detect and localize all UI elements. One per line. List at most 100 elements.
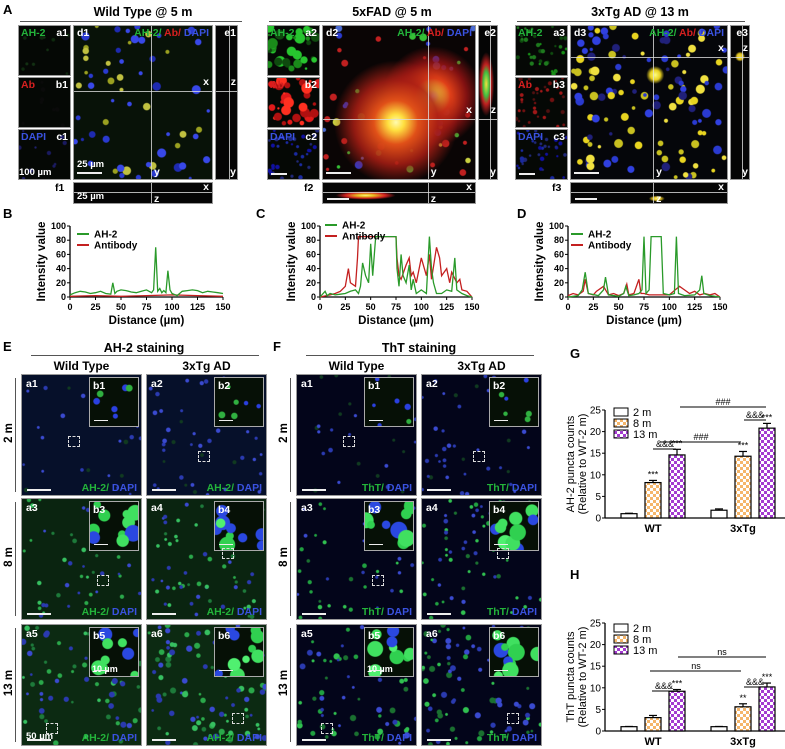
inset-scale-bar bbox=[94, 543, 108, 545]
subpanel-id: b2 bbox=[493, 380, 506, 392]
image-a2: a2 b2 AH-2/ DAPI bbox=[146, 374, 267, 496]
comparison-label: &&& bbox=[746, 410, 764, 420]
bar-3xtg-8m bbox=[734, 455, 752, 519]
legend-label: 2 m bbox=[633, 623, 651, 635]
crosshair-vertical bbox=[151, 183, 152, 203]
series-line-ah-2 bbox=[319, 235, 473, 298]
bar-wt-13m bbox=[668, 454, 686, 519]
x-tick-label: 150 bbox=[215, 302, 230, 312]
roi-dashed-box bbox=[67, 436, 80, 447]
legend-swatch bbox=[613, 634, 629, 644]
bar-3xtg-13m bbox=[758, 427, 776, 519]
column-header: 3xTg AD bbox=[182, 359, 231, 373]
row-bracket bbox=[290, 628, 291, 742]
x-tick-label: 125 bbox=[439, 302, 454, 312]
inset-scale-label: 10 µm bbox=[367, 664, 393, 674]
bar-wt-13m bbox=[668, 690, 686, 732]
subpanel-id: a4 bbox=[426, 502, 438, 514]
row-label: 8 m bbox=[3, 547, 15, 567]
orthogonal-yz-view-e3: e3 z y bbox=[730, 25, 750, 180]
zoom-inset-b1: b1 bbox=[364, 377, 414, 427]
subpanel-id: b1 bbox=[55, 79, 68, 91]
subpanel-id: b6 bbox=[493, 630, 506, 642]
x-tick-label: 25 bbox=[90, 302, 100, 312]
scale-bar bbox=[427, 613, 451, 615]
channel-image-dapi-c1: DAPI c1 100 µm bbox=[18, 129, 71, 180]
row-label: 8 m bbox=[278, 547, 290, 567]
image-a4: a4 b4 AH-2/ DAPI bbox=[146, 498, 267, 620]
inset-scale-bar bbox=[219, 419, 233, 421]
crosshair-vertical bbox=[427, 26, 429, 179]
inset-scale-bar bbox=[369, 419, 383, 421]
series-line-antibody bbox=[319, 235, 473, 298]
y-axis-label: Intensity value bbox=[534, 222, 546, 302]
zoom-inset-b5: b5 10 µm bbox=[364, 627, 414, 677]
subpanel-id: a2 bbox=[426, 378, 438, 390]
title-rule bbox=[31, 355, 259, 356]
y-axis-label: Intensity value bbox=[36, 222, 48, 302]
scale-bar bbox=[77, 172, 102, 174]
scale-bar bbox=[27, 489, 51, 491]
row-bracket bbox=[290, 378, 291, 492]
series-line-ah-2 bbox=[567, 235, 721, 298]
y-tick-label: 80 bbox=[306, 235, 316, 245]
row-label: 2 m bbox=[3, 423, 15, 443]
bar-3xtg-8m bbox=[734, 706, 752, 732]
stain-channel-label: ThT/ DAPI bbox=[361, 482, 412, 494]
subpanel-id: b4 bbox=[218, 504, 231, 516]
subpanel-id: b5 bbox=[93, 630, 106, 642]
subpanel-id: b4 bbox=[493, 504, 506, 516]
axis-label-z: z bbox=[430, 193, 436, 204]
column-header: Wild Type bbox=[53, 359, 110, 373]
axis-label-x: x bbox=[466, 104, 472, 116]
roi-dashed-box bbox=[372, 574, 385, 586]
axis-label-z: z bbox=[742, 42, 748, 54]
roi-dashed-box bbox=[222, 547, 235, 559]
y-tick-label: 60 bbox=[554, 249, 564, 259]
subpanel-id: a6 bbox=[426, 628, 438, 640]
image-a5: a5 b5 10 µm 50 µm AH-2/ DAPI bbox=[21, 624, 142, 746]
y-axis-label: Intensity value bbox=[286, 222, 298, 302]
row-label: 2 m bbox=[278, 423, 290, 443]
scale-bar bbox=[27, 613, 51, 615]
image-a3: a3 b3 AH-2/ DAPI bbox=[21, 498, 142, 620]
inset-scale-bar bbox=[494, 543, 508, 545]
comparison-label: ### bbox=[693, 432, 708, 442]
x-tick-label: 125 bbox=[190, 302, 205, 312]
bar-3xtg-13m bbox=[758, 686, 776, 732]
crosshair-horizontal bbox=[323, 119, 475, 120]
intensity-line-chart-d: 0 20 40 60 80 100 0 25 50 75 100 125 150 Distance (µm… bbox=[534, 221, 728, 327]
intensity-line-chart-c: 0 20 40 60 80 100 0 25 50 75 100 125 150 Distance (µm… bbox=[286, 221, 480, 328]
x-axis-label: Distance (µm) bbox=[606, 315, 682, 327]
crosshair-horizontal bbox=[571, 192, 727, 193]
subpanel-id: a2 bbox=[151, 378, 163, 390]
legend-label: 8 m bbox=[633, 418, 651, 430]
y-tick-label: 0 bbox=[595, 514, 601, 525]
column-header: Wild Type bbox=[328, 359, 385, 373]
category-label: WT bbox=[644, 523, 661, 535]
image-a3: a3 b3 ThT/ DAPI bbox=[296, 498, 417, 620]
roi-dashed-box bbox=[342, 436, 355, 447]
category-label: 3xTg bbox=[730, 736, 756, 748]
title-rule bbox=[306, 355, 534, 356]
inset-scale-bar bbox=[369, 669, 383, 671]
bar-3xtg-2m bbox=[710, 509, 728, 519]
stain-channel-label: ThT/ DAPI bbox=[486, 606, 537, 618]
subpanel-id: a6 bbox=[151, 628, 163, 640]
subpanel-id: e3 bbox=[736, 27, 748, 39]
roi-dashed-box bbox=[321, 722, 334, 734]
y-tick-label: 0 bbox=[61, 292, 66, 302]
subpanel-id: c1 bbox=[56, 131, 68, 143]
bar-3xtg-2m bbox=[710, 726, 728, 732]
subpanel-id: f3 bbox=[552, 182, 562, 194]
axis-label-x: x bbox=[466, 182, 472, 193]
subpanel-id: b1 bbox=[93, 380, 106, 392]
y-tick-label: 5 bbox=[595, 492, 601, 503]
channel-label: DAPI bbox=[270, 131, 296, 143]
scale-bar-label: 25 µm bbox=[77, 191, 105, 202]
axis-label-z: z bbox=[154, 193, 160, 204]
legend-swatch bbox=[613, 623, 629, 633]
x-tick-label: 75 bbox=[141, 302, 151, 312]
y-tick-label: 20 bbox=[56, 278, 66, 288]
